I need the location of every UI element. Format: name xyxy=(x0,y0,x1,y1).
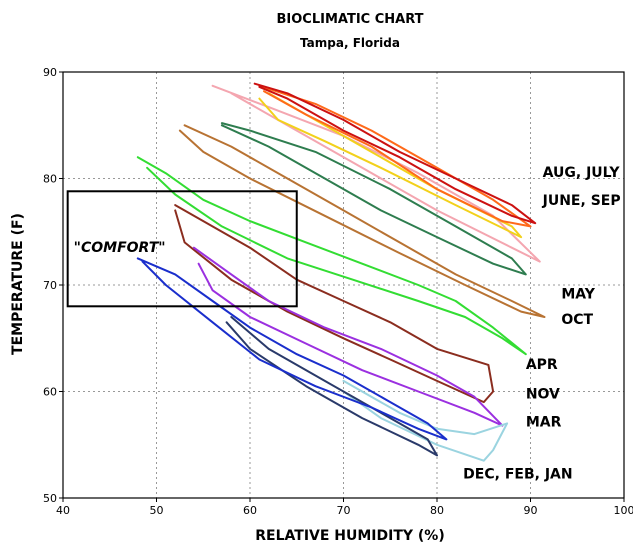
y-tick-label: 70 xyxy=(43,279,57,292)
month-label: DEC, FEB, JAN xyxy=(463,467,572,483)
x-tick-label: 40 xyxy=(56,504,70,517)
series-line-1 xyxy=(213,86,540,262)
x-tick-label: 80 xyxy=(430,504,444,517)
x-axis-label: RELATIVE HUMIDITY (%) xyxy=(255,528,445,544)
month-label: JUNE, SEP xyxy=(542,193,621,209)
month-label: MAR xyxy=(526,414,562,430)
comfort-zone-label: "COMFORT" xyxy=(74,240,166,256)
series-line-8 xyxy=(175,205,493,402)
x-tick-label: 60 xyxy=(243,504,257,517)
x-tick-label: 70 xyxy=(337,504,351,517)
month-label: OCT xyxy=(561,312,593,328)
series-line-7 xyxy=(138,157,526,354)
y-tick-label: 50 xyxy=(43,492,57,505)
month-label: APR xyxy=(526,357,558,373)
y-tick-label: 60 xyxy=(43,386,57,399)
x-tick-label: 100 xyxy=(614,504,633,517)
y-tick-label: 90 xyxy=(43,66,57,79)
data-series xyxy=(138,84,545,461)
chart-subtitle: Tampa, Florida xyxy=(300,36,400,50)
y-axis-label: TEMPERATURE (F) xyxy=(10,213,26,355)
x-tick-label: 50 xyxy=(150,504,164,517)
month-label: MAY xyxy=(561,287,595,303)
chart-title: BIOCLIMATIC CHART xyxy=(277,12,424,27)
y-tick-label: 80 xyxy=(43,173,57,186)
x-tick-label: 90 xyxy=(524,504,538,517)
month-label: NOV xyxy=(526,387,560,403)
month-label: AUG, JULY xyxy=(543,165,621,181)
